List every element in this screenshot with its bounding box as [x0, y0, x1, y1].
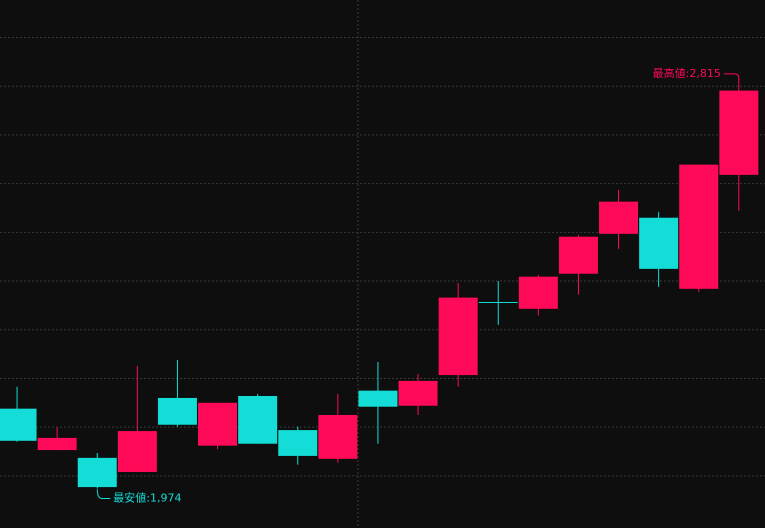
candle-body [599, 201, 639, 234]
candle-body [117, 431, 157, 472]
candle-body [198, 402, 238, 446]
candle-body [358, 390, 398, 407]
candle-body [719, 90, 759, 175]
candle-body [318, 414, 358, 459]
candle-body [558, 236, 598, 274]
candle-body [639, 217, 679, 269]
candle-body [238, 396, 278, 444]
candle-body [398, 380, 438, 406]
candle-body [438, 297, 478, 376]
candle-body [278, 430, 318, 456]
candle-body [518, 276, 558, 309]
candle-body [679, 164, 719, 289]
candle-body [37, 437, 77, 451]
annotation-arrow [723, 73, 740, 79]
candle-body [478, 301, 518, 303]
annotation-arrow [96, 489, 111, 500]
candle-body [0, 408, 37, 441]
annotation: 最安値:1,974 [113, 491, 181, 505]
annotation: 最高値:2,815 [653, 66, 721, 80]
candle-body [157, 397, 197, 425]
candle-body [77, 457, 117, 488]
